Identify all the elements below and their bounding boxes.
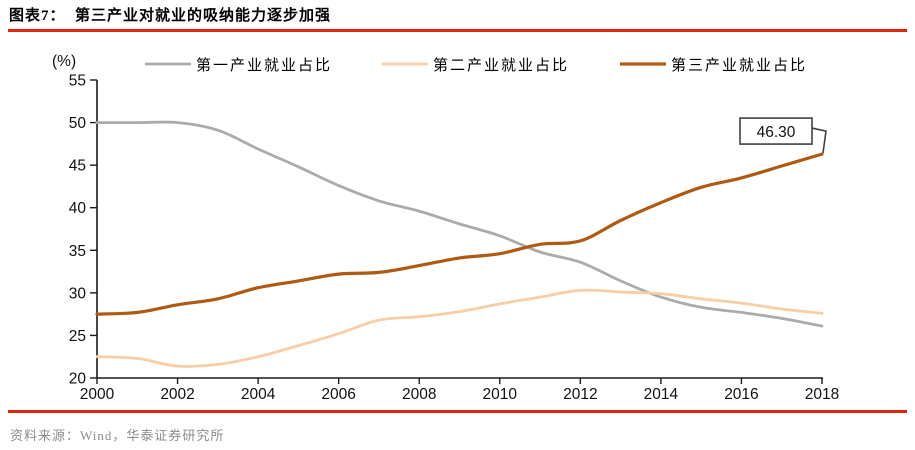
y-tick-label-50: 50 (69, 115, 87, 132)
series-line-tertiary (95, 152, 824, 316)
series-line-secondary (95, 288, 824, 368)
legend-label-primary: 第一产业就业占比 (196, 56, 332, 74)
y-tick-label-20: 20 (69, 371, 87, 388)
y-tick-label-25: 25 (69, 328, 86, 345)
title-divider-rule (8, 29, 907, 32)
x-tick-label-2018: 2018 (805, 386, 839, 403)
x-tick-label-2008: 2008 (402, 386, 436, 403)
y-axis-unit-label: (%) (52, 53, 76, 70)
x-tick-label-2002: 2002 (160, 386, 194, 403)
x-tick-label-2014: 2014 (644, 386, 679, 403)
x-tick-label-2006: 2006 (321, 386, 355, 403)
x-tick-label-2010: 2010 (483, 386, 518, 403)
source-note: 资料来源：Wind，华泰证券研究所 (10, 428, 225, 443)
y-tick-label-30: 30 (69, 285, 87, 302)
y-tick-label-35: 35 (69, 243, 86, 260)
legend-label-tertiary: 第三产业就业占比 (671, 56, 807, 74)
y-tick-label-55: 55 (69, 73, 86, 90)
y-tick-label-45: 45 (69, 158, 86, 175)
x-tick-label-2000: 2000 (80, 386, 115, 403)
callout-value-label: 46.30 (757, 124, 796, 141)
series-line-primary (95, 120, 824, 328)
callout-box (739, 117, 813, 145)
figure-title: 图表7： 第三产业对就业的吸纳能力逐步加强 (9, 8, 332, 24)
x-tick-label-2016: 2016 (724, 386, 758, 403)
x-tick-label-2004: 2004 (241, 386, 276, 403)
y-tick-label-40: 40 (69, 200, 87, 217)
x-tick-label-2012: 2012 (563, 386, 597, 403)
footer-divider-rule (8, 410, 907, 413)
callout-leader (811, 127, 827, 154)
legend-label-secondary: 第二产业就业占比 (433, 56, 569, 74)
